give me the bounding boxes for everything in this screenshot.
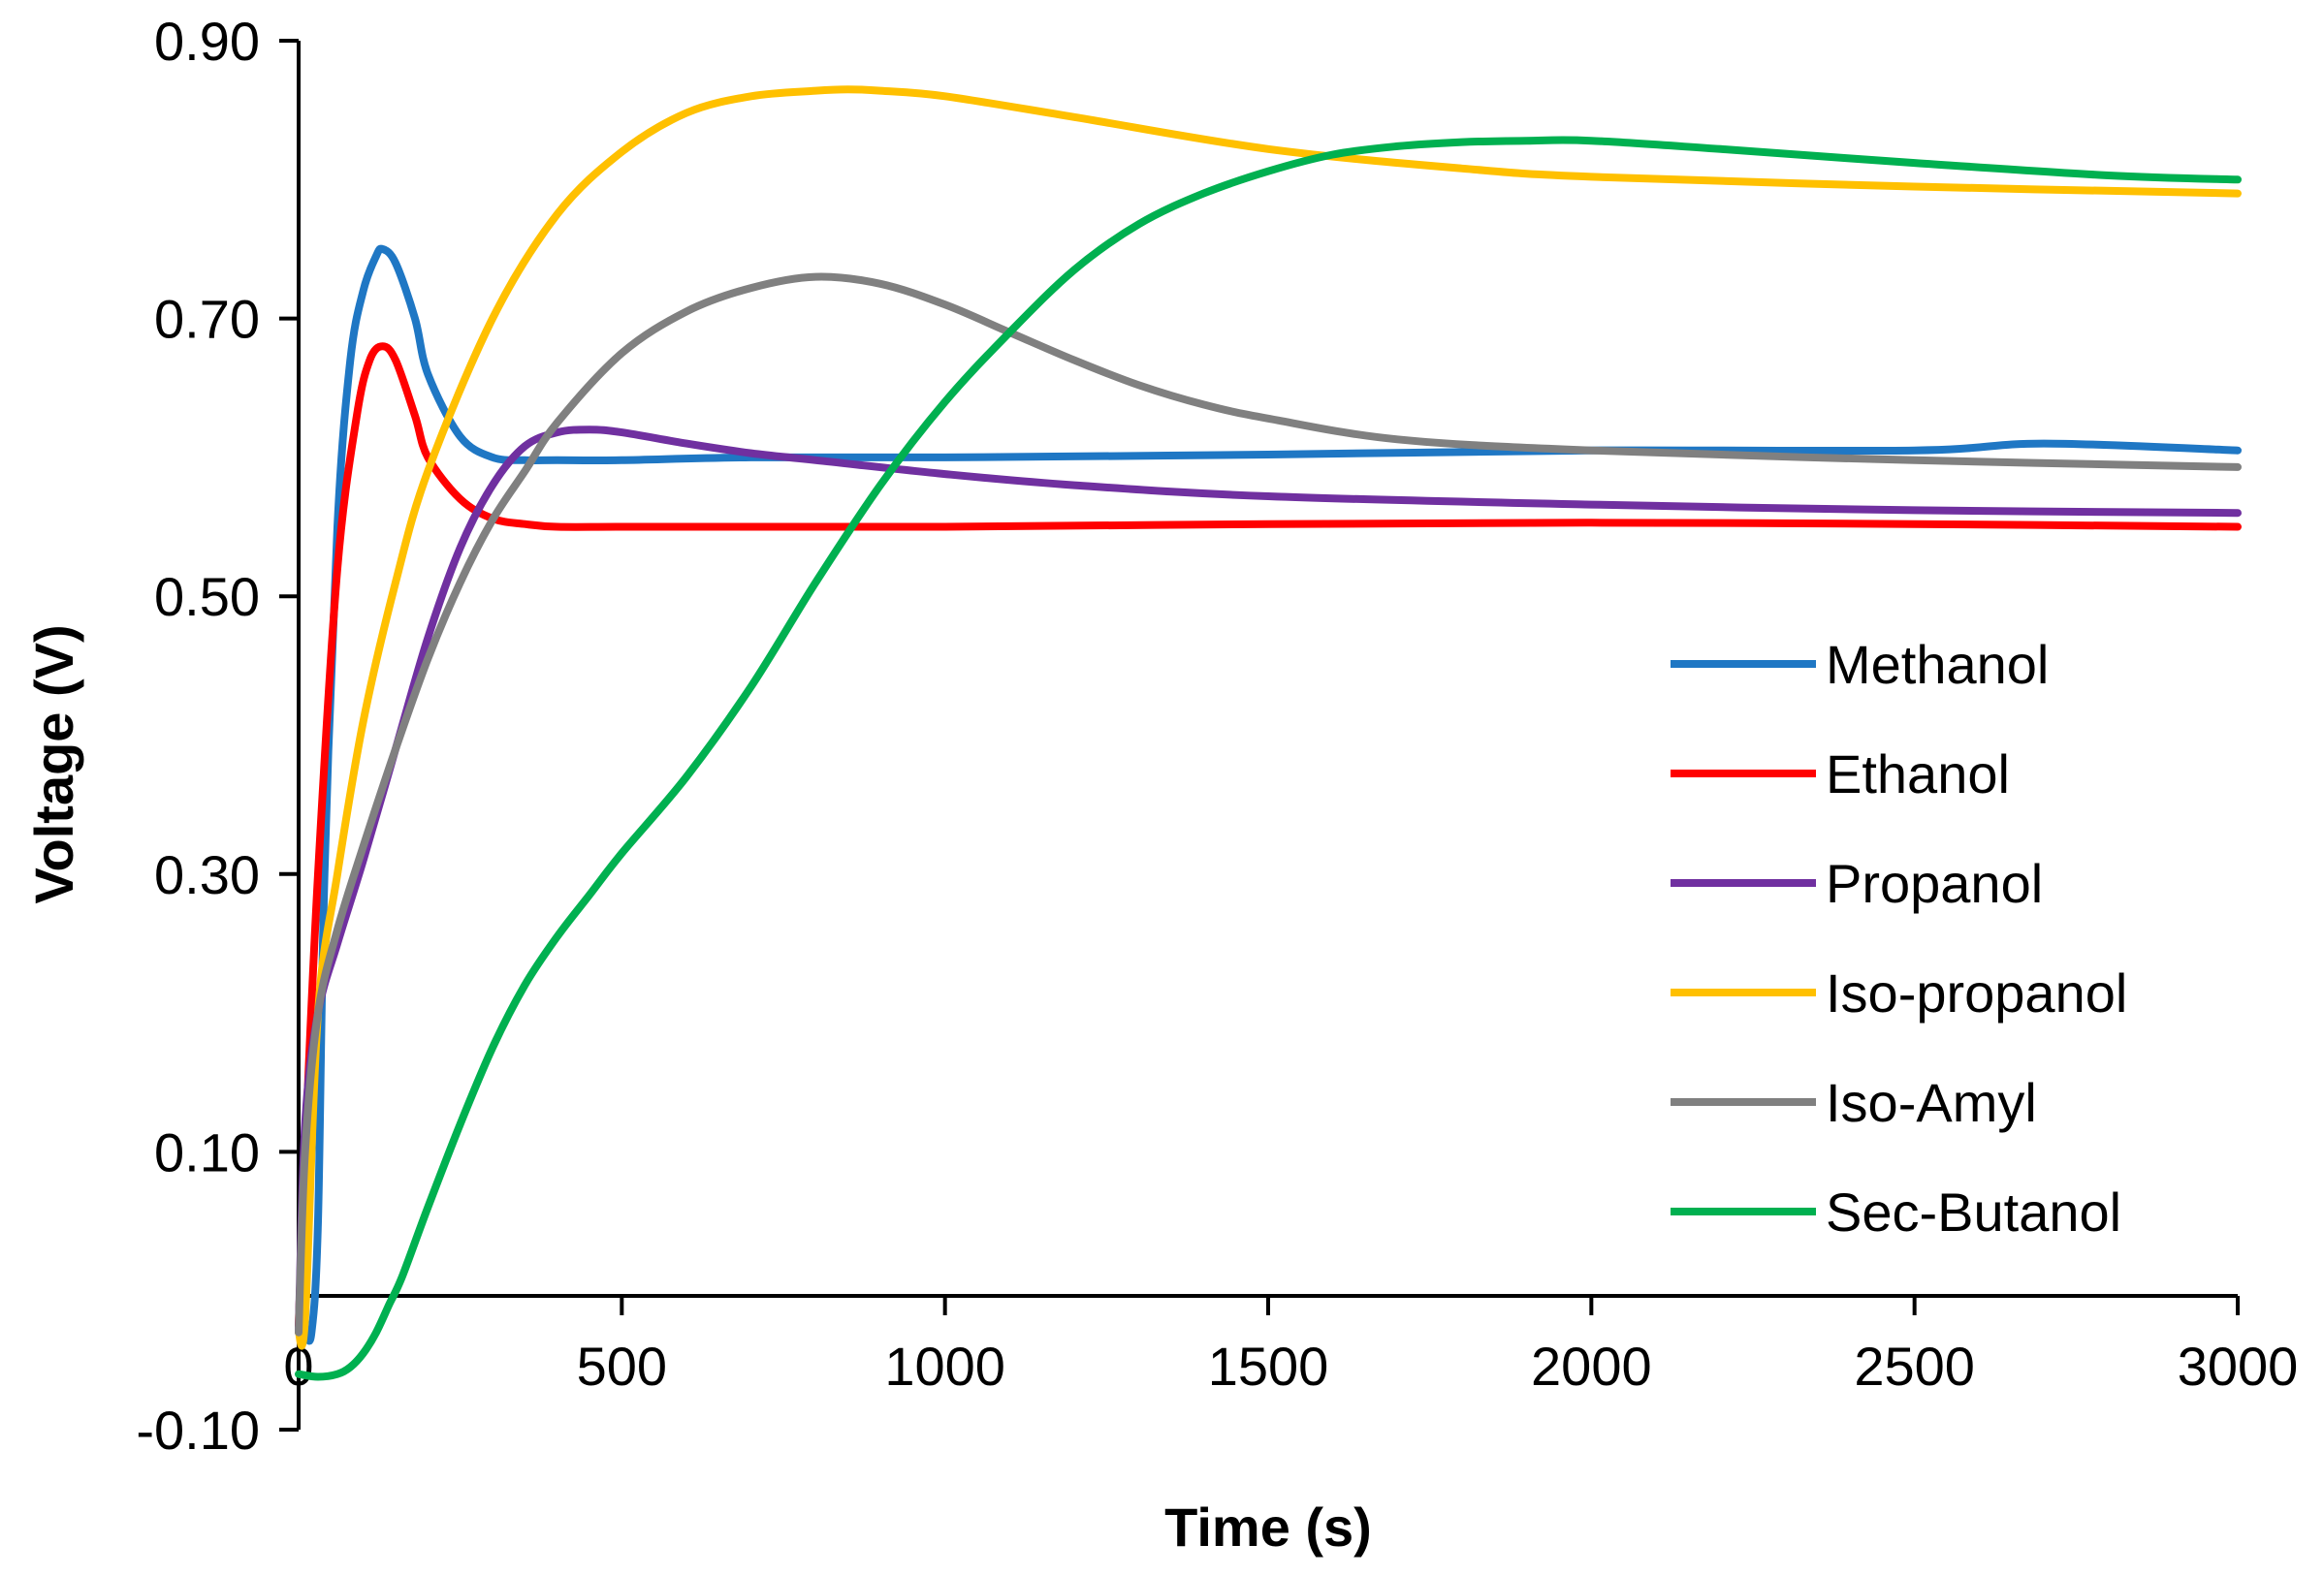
series-line-iso-amyl: [295, 272, 2242, 1337]
x-tick-label: 1000: [884, 1336, 1005, 1397]
x-tick-label: 2000: [1531, 1336, 1652, 1397]
legend: Methanol Ethanol Propanol Iso-propanol Iso-A…: [1671, 634, 2127, 1243]
y-tick-label: -0.10: [136, 1400, 260, 1461]
axes: -0.100.100.300.500.700.900 500 1000 1500 200…: [136, 11, 2298, 1461]
y-tick-label: 0.70: [154, 289, 260, 350]
series-line-ethanol: [295, 342, 2242, 1330]
x-tick-label: 2500: [1854, 1336, 1975, 1397]
x-tick-label: 500: [577, 1336, 667, 1397]
y-tick-label: 0.50: [154, 566, 260, 627]
y-axis-title: Voltage (V): [23, 624, 84, 903]
y-tick-label: 0.90: [154, 11, 260, 72]
legend-label-sec-butanol: Sec-Butanol: [1826, 1182, 2121, 1243]
y-tick-label: 0.10: [154, 1121, 260, 1182]
legend-label-iso-propanol: Iso-propanol: [1826, 962, 2127, 1024]
series-layer: [295, 85, 2242, 1381]
series-line-iso-propanol: [295, 85, 2242, 1350]
x-tick-label: 1500: [1208, 1336, 1329, 1397]
x-tick-label: 3000: [2178, 1336, 2299, 1397]
series-line-sec-butanol: [295, 136, 2242, 1381]
x-axis-title: Time (s): [1164, 1497, 1372, 1558]
legend-label-propanol: Propanol: [1826, 853, 2043, 914]
legend-label-methanol: Methanol: [1826, 634, 2049, 695]
legend-label-iso-amyl: Iso-Amyl: [1826, 1072, 2037, 1133]
series-line-propanol: [295, 426, 2242, 1337]
y-tick-label: 0.30: [154, 844, 260, 905]
legend-label-ethanol: Ethanol: [1826, 743, 2010, 804]
